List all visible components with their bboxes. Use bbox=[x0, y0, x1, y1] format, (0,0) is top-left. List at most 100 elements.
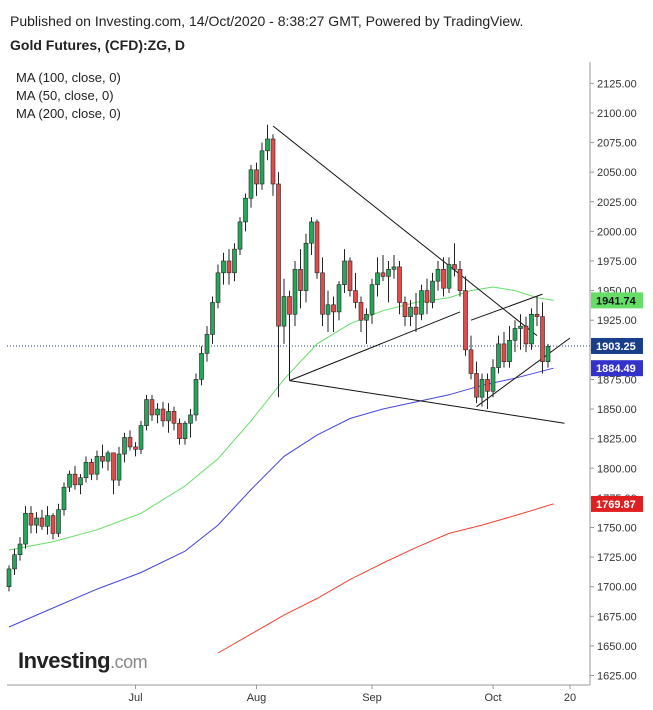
y-tick-label: 1800.00 bbox=[597, 463, 637, 475]
trendline-4 bbox=[470, 293, 543, 321]
candle bbox=[23, 506, 28, 549]
candle bbox=[281, 278, 287, 344]
candle-body bbox=[199, 353, 204, 380]
candle-body bbox=[28, 512, 34, 526]
candle-body bbox=[485, 379, 490, 392]
candle-body bbox=[545, 345, 551, 362]
candle bbox=[364, 308, 369, 344]
x-tick-label: Jul bbox=[128, 692, 142, 704]
candle bbox=[171, 406, 177, 431]
candle bbox=[358, 296, 364, 333]
candle bbox=[457, 260, 463, 297]
candle bbox=[369, 278, 375, 324]
candle-body bbox=[17, 543, 23, 556]
y-tick-label: 1700.00 bbox=[597, 582, 637, 594]
candle bbox=[512, 320, 518, 353]
x-tick-label: Aug bbox=[247, 692, 267, 704]
candle bbox=[496, 335, 501, 374]
candle bbox=[127, 430, 133, 451]
candle bbox=[17, 536, 23, 561]
candle-body bbox=[105, 452, 111, 462]
candle-body bbox=[518, 325, 523, 329]
candle bbox=[105, 450, 111, 471]
candle-body bbox=[463, 290, 468, 351]
x-tick-label: Sep bbox=[362, 692, 382, 704]
candle bbox=[94, 450, 100, 481]
candle bbox=[336, 281, 342, 321]
candle bbox=[226, 249, 232, 285]
candle-body bbox=[380, 272, 386, 277]
candle bbox=[485, 373, 490, 410]
x-tick-label: 20 bbox=[564, 692, 576, 704]
candle-body bbox=[413, 306, 419, 315]
candle bbox=[397, 260, 402, 315]
legend-ma100: MA (100, close, 0) bbox=[16, 70, 121, 85]
candle bbox=[6, 565, 12, 592]
x-tick-label: Oct bbox=[484, 692, 501, 704]
candle-body bbox=[61, 486, 67, 511]
candle bbox=[430, 272, 435, 309]
candle bbox=[34, 512, 39, 534]
candle bbox=[243, 193, 248, 232]
candle-body bbox=[248, 169, 254, 199]
candle bbox=[303, 233, 309, 303]
candle bbox=[237, 217, 243, 256]
candle-body bbox=[353, 290, 358, 303]
candle bbox=[523, 316, 529, 353]
legend-ma200: MA (200, close, 0) bbox=[16, 106, 121, 121]
y-tick-label: 1650.00 bbox=[597, 641, 637, 653]
candle-body bbox=[23, 512, 28, 545]
candle bbox=[144, 394, 149, 431]
candle-body bbox=[292, 268, 298, 315]
y-tick-label: 1975.00 bbox=[597, 256, 637, 268]
candle-body bbox=[303, 242, 309, 291]
candle bbox=[221, 252, 226, 285]
candle bbox=[501, 332, 507, 368]
candle bbox=[435, 260, 441, 291]
candle-body bbox=[182, 422, 188, 439]
candle-body bbox=[111, 452, 116, 481]
candle-body bbox=[254, 169, 259, 185]
y-tick-label: 2125.00 bbox=[597, 78, 637, 90]
candle bbox=[347, 257, 353, 297]
candle bbox=[386, 260, 391, 303]
price-badge: 1769.87 bbox=[591, 495, 643, 512]
candle bbox=[276, 172, 281, 398]
candle bbox=[265, 124, 270, 161]
candle-body bbox=[468, 349, 474, 374]
y-tick-label: 1925.00 bbox=[597, 315, 637, 327]
trendline-3 bbox=[289, 380, 565, 424]
candle-body bbox=[424, 290, 430, 303]
candle-body bbox=[419, 290, 424, 315]
candle bbox=[116, 446, 122, 487]
candle bbox=[479, 373, 485, 407]
candle bbox=[56, 503, 61, 537]
candle-body bbox=[479, 379, 485, 398]
candle bbox=[424, 278, 430, 315]
trendline-2 bbox=[289, 311, 461, 382]
candle bbox=[353, 272, 358, 309]
y-tick-label: 1625.00 bbox=[597, 671, 637, 683]
candle bbox=[540, 302, 545, 374]
candle-body bbox=[39, 517, 45, 527]
candle bbox=[50, 513, 56, 540]
candle-body bbox=[50, 515, 56, 534]
candle bbox=[380, 255, 386, 282]
candle-body bbox=[397, 266, 402, 303]
candle bbox=[78, 474, 83, 495]
candle-body bbox=[127, 437, 133, 448]
candle bbox=[468, 335, 474, 380]
price-badge: 1941.74 bbox=[591, 292, 643, 309]
candle bbox=[408, 300, 413, 327]
candle bbox=[193, 373, 199, 421]
candle-body bbox=[347, 260, 353, 291]
candle-body bbox=[446, 264, 452, 289]
candle-body bbox=[155, 408, 160, 416]
price-badge-bg bbox=[591, 360, 643, 377]
candle-body bbox=[287, 296, 292, 315]
y-tick-label: 2000.00 bbox=[597, 226, 637, 238]
candle bbox=[182, 420, 188, 445]
candle-body bbox=[523, 325, 529, 345]
price-badge: 1884.49 bbox=[591, 360, 643, 377]
